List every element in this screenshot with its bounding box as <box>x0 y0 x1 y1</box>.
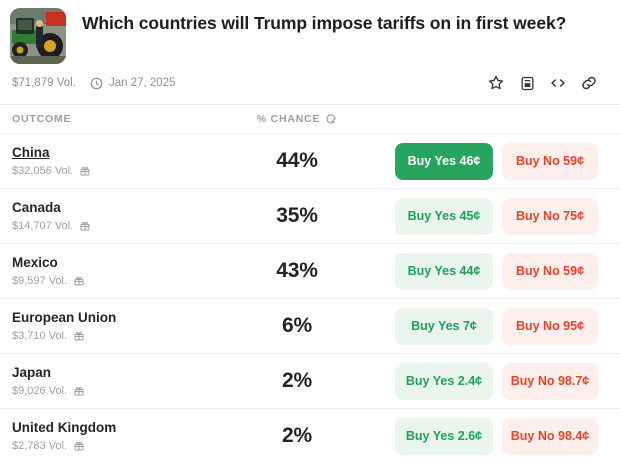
buy-yes-button[interactable]: Buy Yes 44¢ <box>395 252 493 290</box>
outcome-volume: $2,783 Vol. <box>12 440 68 452</box>
outcome-name-link[interactable]: Japan <box>12 365 52 380</box>
market-volume: $71,879 Vol. <box>12 77 76 89</box>
outcome-volume-line: $9,026 Vol. <box>12 385 232 397</box>
news-doc-icon[interactable] <box>518 74 536 92</box>
clock-icon <box>90 77 103 90</box>
outcome-name-link[interactable]: Canada <box>12 200 61 215</box>
outcome-name-link[interactable]: United Kingdom <box>12 420 117 435</box>
outcome-cell: Canada $14,707 Vol. <box>12 200 232 232</box>
tractor-image <box>10 8 66 64</box>
market-title: Which countries will Trump impose tariff… <box>82 13 567 33</box>
outcome-name-link[interactable]: European Union <box>12 310 117 325</box>
buy-no-button[interactable]: Buy No 75¢ <box>502 197 598 235</box>
buy-no-button[interactable]: Buy No 98.7¢ <box>502 362 598 400</box>
outcome-cell: Mexico $9,597 Vol. <box>12 255 232 287</box>
outcome-row: Mexico $9,597 Vol. 43% Buy Yes 44¢ Buy N… <box>0 244 620 299</box>
buy-no-button[interactable]: Buy No 98.4¢ <box>502 417 598 455</box>
market-meta: $71,879 Vol. Jan 27, 2025 <box>12 77 175 90</box>
trade-buttons: Buy Yes 46¢ Buy No 59¢ <box>395 142 598 180</box>
outcome-volume-line: $14,707 Vol. <box>12 220 232 232</box>
outcome-row: Canada $14,707 Vol. 35% Buy Yes 45¢ Buy … <box>0 189 620 244</box>
gift-rewards-icon[interactable] <box>73 275 85 287</box>
outcome-cell: European Union $3,710 Vol. <box>12 310 232 342</box>
outcome-volume-line: $2,783 Vol. <box>12 440 232 452</box>
table-header: OUTCOME % CHANCE <box>0 104 620 134</box>
trade-buttons: Buy Yes 2.4¢ Buy No 98.7¢ <box>395 362 598 400</box>
column-outcome: OUTCOME <box>12 113 72 125</box>
outcome-volume-line: $3,710 Vol. <box>12 330 232 342</box>
outcome-cell: United Kingdom $2,783 Vol. <box>12 420 232 452</box>
outcome-row: China $32,056 Vol. 44% Buy Yes 46¢ Buy N… <box>0 134 620 189</box>
market-header: Which countries will Trump impose tariff… <box>0 0 620 64</box>
outcome-volume: $32,056 Vol. <box>12 165 74 177</box>
gift-rewards-icon[interactable] <box>73 440 85 452</box>
market-thumbnail <box>10 8 66 64</box>
buy-yes-button[interactable]: Buy Yes 7¢ <box>395 307 493 345</box>
embed-code-icon[interactable] <box>549 74 567 92</box>
cycle-refresh-icon[interactable] <box>325 113 337 125</box>
trade-buttons: Buy Yes 2.6¢ Buy No 98.4¢ <box>395 417 598 455</box>
trade-buttons: Buy Yes 44¢ Buy No 59¢ <box>395 252 598 290</box>
gift-rewards-icon[interactable] <box>73 385 85 397</box>
outcome-row: European Union $3,710 Vol. 6% Buy Yes 7¢… <box>0 299 620 354</box>
outcome-cell: Japan $9,026 Vol. <box>12 365 232 397</box>
outcome-row: United Kingdom $2,783 Vol. 2% Buy Yes 2.… <box>0 409 620 462</box>
trade-buttons: Buy Yes 45¢ Buy No 75¢ <box>395 197 598 235</box>
outcome-volume: $9,597 Vol. <box>12 275 68 287</box>
chance-value: 2% <box>282 424 312 447</box>
chance-value: 6% <box>282 314 312 337</box>
gift-rewards-icon[interactable] <box>73 330 85 342</box>
buy-yes-button[interactable]: Buy Yes 2.6¢ <box>395 417 493 455</box>
outcome-volume: $14,707 Vol. <box>12 220 74 232</box>
outcome-volume-line: $9,597 Vol. <box>12 275 232 287</box>
chance-value: 44% <box>276 149 318 172</box>
outcome-volume-line: $32,056 Vol. <box>12 165 232 177</box>
meta-row: $71,879 Vol. Jan 27, 2025 <box>0 64 620 104</box>
outcome-name-link[interactable]: Mexico <box>12 255 58 270</box>
outcome-volume: $3,710 Vol. <box>12 330 68 342</box>
buy-no-button[interactable]: Buy No 59¢ <box>502 142 598 180</box>
outcome-cell: China $32,056 Vol. <box>12 145 232 177</box>
buy-no-button[interactable]: Buy No 95¢ <box>502 307 598 345</box>
link-icon[interactable] <box>580 74 598 92</box>
outcome-name-link[interactable]: China <box>12 145 50 160</box>
gift-rewards-icon[interactable] <box>79 165 91 177</box>
chance-value: 43% <box>276 259 318 282</box>
market-date: Jan 27, 2025 <box>108 77 176 89</box>
buy-no-button[interactable]: Buy No 59¢ <box>502 252 598 290</box>
header-actions <box>487 74 598 92</box>
buy-yes-button[interactable]: Buy Yes 46¢ <box>395 142 493 180</box>
outcome-volume: $9,026 Vol. <box>12 385 68 397</box>
column-chance[interactable]: % CHANCE <box>232 113 362 125</box>
trade-buttons: Buy Yes 7¢ Buy No 95¢ <box>395 307 598 345</box>
buy-yes-button[interactable]: Buy Yes 45¢ <box>395 197 493 235</box>
buy-yes-button[interactable]: Buy Yes 2.4¢ <box>395 362 493 400</box>
chance-value: 35% <box>276 204 318 227</box>
outcome-list: China $32,056 Vol. 44% Buy Yes 46¢ Buy N… <box>0 134 620 462</box>
gift-rewards-icon[interactable] <box>79 220 91 232</box>
outcome-row: Japan $9,026 Vol. 2% Buy Yes 2.4¢ Buy No… <box>0 354 620 409</box>
chance-value: 2% <box>282 369 312 392</box>
column-chance-label: % CHANCE <box>256 113 321 125</box>
star-icon[interactable] <box>487 74 505 92</box>
